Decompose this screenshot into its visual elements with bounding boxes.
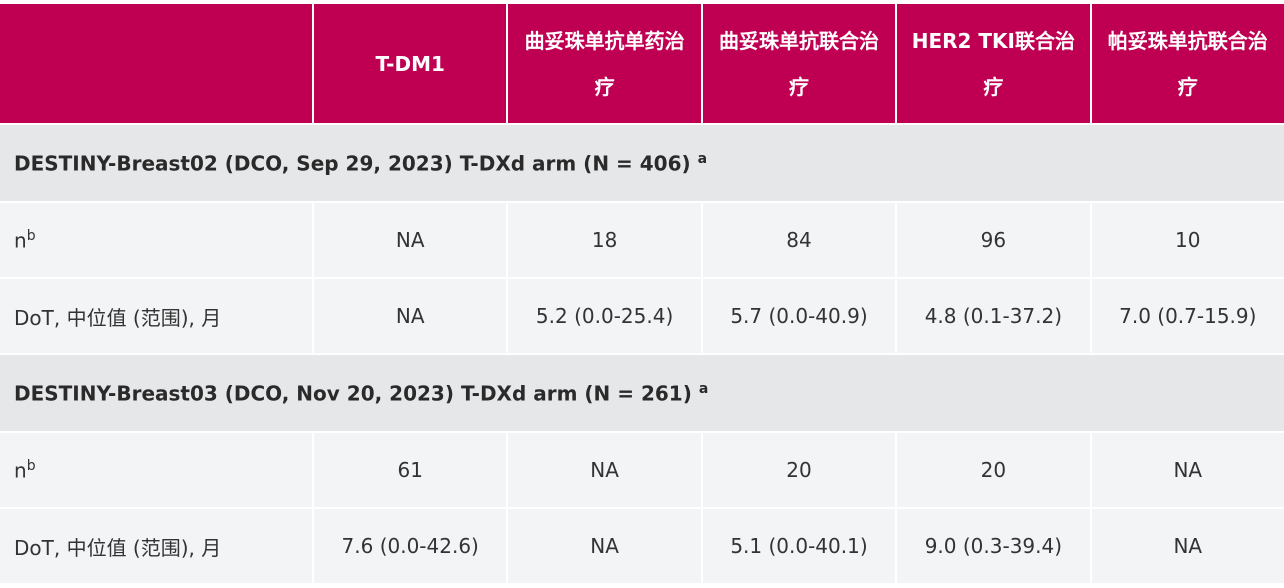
column-header: T-DM1 — [314, 4, 507, 123]
footnote-marker: a — [697, 150, 708, 167]
section-row: DESTINY-Breast02 (DCO, Sep 29, 2023) T-D… — [0, 125, 1284, 201]
table-cell: 61 — [314, 433, 507, 507]
row-label: nb — [0, 433, 312, 507]
header-empty-cell — [0, 4, 312, 123]
table-cell: 96 — [897, 203, 1090, 277]
table-cell: 5.2 (0.0-25.4) — [508, 279, 701, 353]
table-cell: 10 — [1091, 203, 1284, 277]
table-cell: NA — [1091, 433, 1284, 507]
section-title-text: DESTINY-Breast03 (DCO, Nov 20, 2023) T-D… — [14, 381, 692, 406]
row-label: nb — [0, 203, 312, 277]
column-header: 帕妥珠单抗联合治疗 — [1091, 4, 1284, 123]
table-cell: NA — [508, 509, 701, 583]
footnote-marker: b — [26, 227, 36, 244]
table-cell: 20 — [897, 433, 1090, 507]
footnote-marker: b — [26, 457, 36, 474]
row-label: DoT, 中位值 (范围), 月 — [0, 509, 312, 583]
table-cell: 9.0 (0.3-39.4) — [897, 509, 1090, 583]
column-header: 曲妥珠单抗联合治疗 — [702, 4, 896, 123]
footnote-marker: a — [698, 380, 709, 397]
table-row: DoT, 中位值 (范围), 月 7.6 (0.0-42.6) NA 5.1 (0.0… — [0, 509, 1284, 583]
header-row: T-DM1 曲妥珠单抗单药治疗 曲妥珠单抗联合治疗 HER2 TKI联合治疗 帕妥珠单抗… — [0, 4, 1284, 123]
section-row: DESTINY-Breast03 (DCO, Nov 20, 2023) T-D… — [0, 355, 1284, 431]
table-cell: NA — [508, 433, 701, 507]
table-cell: 5.7 (0.0-40.9) — [702, 279, 896, 353]
row-label-text: DoT, 中位值 (范围), 月 — [14, 535, 222, 560]
table-cell: 7.0 (0.7-15.9) — [1091, 279, 1284, 353]
table-row: nb 61 NA 20 20 NA — [0, 433, 1284, 507]
column-header: HER2 TKI联合治疗 — [897, 4, 1090, 123]
row-label-text: n — [14, 458, 27, 483]
row-label-text: DoT, 中位值 (范围), 月 — [14, 305, 222, 330]
section-title-text: DESTINY-Breast02 (DCO, Sep 29, 2023) T-D… — [14, 151, 691, 176]
table-cell: 7.6 (0.0-42.6) — [314, 509, 507, 583]
row-label: DoT, 中位值 (范围), 月 — [0, 279, 312, 353]
section-title: DESTINY-Breast02 (DCO, Sep 29, 2023) T-D… — [0, 125, 1284, 201]
column-header: 曲妥珠单抗单药治疗 — [508, 4, 701, 123]
table-cell: 20 — [702, 433, 896, 507]
table-cell: NA — [314, 203, 507, 277]
table-cell: 18 — [508, 203, 701, 277]
table-row: nb NA 18 84 96 10 — [0, 203, 1284, 277]
table-cell: 84 — [702, 203, 896, 277]
table-row: DoT, 中位值 (范围), 月 NA 5.2 (0.0-25.4) 5.7 (0.0… — [0, 279, 1284, 353]
table-cell: NA — [1091, 509, 1284, 583]
section-title: DESTINY-Breast03 (DCO, Nov 20, 2023) T-D… — [0, 355, 1284, 431]
table-cell: 5.1 (0.0-40.1) — [702, 509, 896, 583]
table-cell: 4.8 (0.1-37.2) — [897, 279, 1090, 353]
row-label-text: n — [14, 228, 27, 253]
table-cell: NA — [314, 279, 507, 353]
